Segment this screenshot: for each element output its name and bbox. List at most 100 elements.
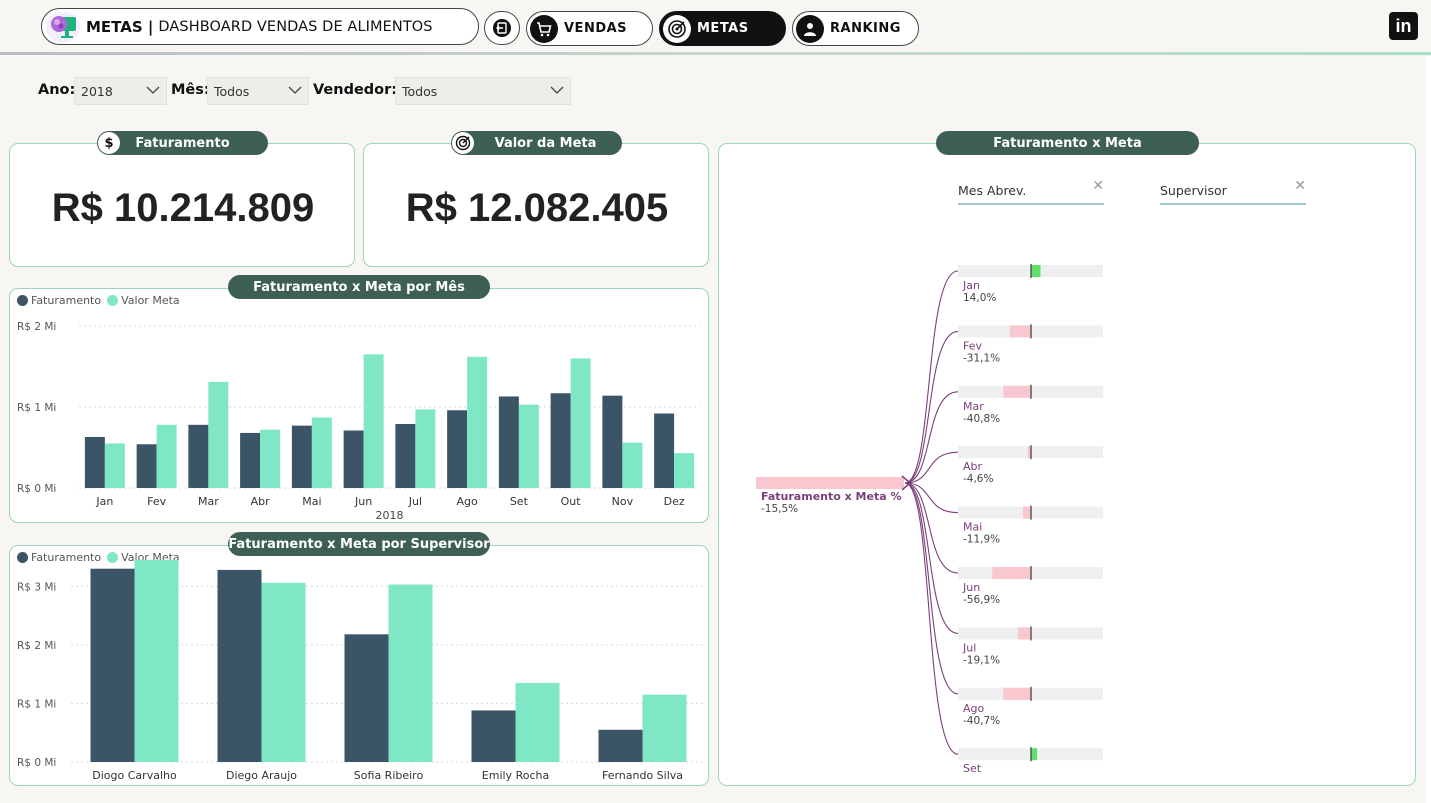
nav-metas-button[interactable]: METAS <box>659 11 786 46</box>
bar-valor-meta <box>415 409 436 488</box>
faturamento-title: $ Faturamento <box>97 131 268 155</box>
bar-faturamento <box>602 395 623 488</box>
y-tick-label: R$ 1 Mi <box>17 402 56 414</box>
legend-dot-faturamento <box>17 552 28 563</box>
bar-faturamento <box>498 396 519 488</box>
scrollbar-track[interactable] <box>1426 56 1431 803</box>
node-bar-negative <box>1003 687 1031 700</box>
monthly-bar-chart: R$ 0 Mi R$ 1 Mi R$ 2 Mi Jan Fev Mar Abr Mai Jun J… <box>17 321 700 522</box>
page-subtitle: DASHBOARD VENDAS DE ALIMENTOS <box>158 18 433 35</box>
ano-label: Ano: <box>38 82 76 98</box>
x-tick-label: Ago <box>457 495 479 508</box>
close-icon[interactable]: ✕ <box>1294 178 1306 194</box>
y-tick-label: R$ 0 Mi <box>17 757 56 769</box>
close-icon[interactable]: ✕ <box>1092 178 1104 194</box>
bar-faturamento <box>188 424 209 488</box>
slicer-mes-abrev[interactable]: Mes Abrev. ✕ <box>958 178 1104 205</box>
tree-connector <box>904 482 959 634</box>
x-tick-label: Fev <box>147 495 166 508</box>
legend-dot-meta <box>107 295 119 306</box>
tree-connector <box>904 391 959 484</box>
header-divider <box>0 52 1431 55</box>
faturamento-card: R$ 10.214.809 <box>9 143 355 267</box>
bar-valor-meta <box>261 582 306 762</box>
node-label: Mar <box>963 400 984 413</box>
mes-value: Todos <box>214 84 250 99</box>
target-icon <box>452 132 474 154</box>
bar-valor-meta <box>388 584 433 762</box>
node-bar-negative <box>992 567 1031 579</box>
exit-icon <box>493 19 511 37</box>
node-value: -31,1% <box>963 352 1000 364</box>
x-tick-label: Out <box>561 495 582 508</box>
x-tick-label: Nov <box>612 495 634 508</box>
node-label: Set <box>963 762 982 775</box>
ano-value: 2018 <box>81 84 113 99</box>
bar-valor-meta <box>363 354 384 488</box>
slicer-underline <box>1160 203 1306 205</box>
decomposition-panel: Mes Abrev. ✕ Supervisor ✕ Faturamento x … <box>718 143 1416 786</box>
bar-valor-meta <box>208 381 229 488</box>
supervisor-chart-title: Faturamento x Meta por Supervisor <box>228 532 490 556</box>
mes-dropdown[interactable]: Todos <box>207 77 309 105</box>
linkedin-icon[interactable]: in <box>1389 12 1418 40</box>
node-label: Abr <box>963 460 983 473</box>
node-label: Jan <box>962 279 980 292</box>
bar-valor-meta <box>518 404 539 488</box>
bar-faturamento <box>136 444 157 488</box>
legend-faturamento: Faturamento <box>31 551 102 564</box>
x-tick-label: Mar <box>198 495 219 508</box>
bar-valor-meta <box>515 682 560 762</box>
brain-monitor-logo-icon <box>46 11 80 42</box>
nav-vendas-button[interactable]: VENDAS <box>526 11 653 46</box>
bar-faturamento <box>240 432 261 488</box>
chevron-down-icon <box>550 86 564 94</box>
y-tick-label: R$ 2 Mi <box>17 640 56 652</box>
bar-valor-meta <box>642 694 687 762</box>
supervisor-bar-chart: R$ 0 Mi R$ 1 Mi R$ 2 Mi R$ 3 Mi Diogo Carval… <box>17 559 706 782</box>
node-bar-positive <box>1031 748 1038 761</box>
bar-valor-meta <box>467 356 488 488</box>
tree-connector <box>904 451 959 484</box>
node-value: 14,0% <box>963 292 996 304</box>
monthly-chart-panel: Faturamento Valor Meta R$ 0 Mi R$ 1 Mi R$ … <box>9 288 709 523</box>
bar-faturamento <box>291 425 312 488</box>
supervisor-chart-panel: Faturamento Valor Meta R$ 0 Mi R$ 1 Mi R$ … <box>9 545 709 786</box>
vendedor-dropdown[interactable]: Todos <box>395 77 571 105</box>
node-bar-negative <box>1018 627 1031 640</box>
meta-title-text: Valor da Meta <box>494 135 597 151</box>
node-bar-positive <box>1031 265 1041 277</box>
bar-faturamento <box>90 568 135 762</box>
bar-faturamento <box>395 424 416 488</box>
tree-connector <box>904 330 959 484</box>
bar-valor-meta <box>156 424 177 488</box>
dashboard-title-bar: METAS | DASHBOARD VENDAS DE ALIMENTOS <box>41 8 479 45</box>
node-label: Jun <box>962 581 980 594</box>
tree-connector <box>904 482 959 695</box>
bar-faturamento <box>654 413 675 488</box>
bar-valor-meta <box>311 417 332 488</box>
x-tick-label: Set <box>510 495 529 508</box>
bar-faturamento <box>598 729 643 762</box>
node-label: Jul <box>962 641 976 654</box>
ano-dropdown[interactable]: 2018 <box>74 77 167 105</box>
x-tick-label: Diogo Carvalho <box>92 769 177 782</box>
nav-metas-label: METAS <box>697 21 749 36</box>
node-bar-negative <box>1003 385 1031 398</box>
linkedin-label: in <box>1395 15 1412 36</box>
bar-faturamento <box>344 634 389 762</box>
node-value: -4,6% <box>963 473 993 485</box>
chevron-down-icon <box>288 86 302 94</box>
back-button[interactable] <box>484 11 520 45</box>
faturamento-value: R$ 10.214.809 <box>51 186 315 230</box>
slicer-supervisor[interactable]: Supervisor ✕ <box>1160 178 1306 205</box>
vendedor-label: Vendedor: <box>313 82 398 98</box>
nav-ranking-button[interactable]: RANKING <box>792 11 919 46</box>
bar-faturamento <box>217 569 262 762</box>
legend-dot-meta <box>107 552 119 563</box>
slicer-mes-label: Mes Abrev. <box>958 183 1027 198</box>
vendedor-value: Todos <box>402 84 438 99</box>
faturamento-title-text: Faturamento <box>135 135 230 151</box>
decomposition-title: Faturamento x Meta <box>936 131 1199 155</box>
